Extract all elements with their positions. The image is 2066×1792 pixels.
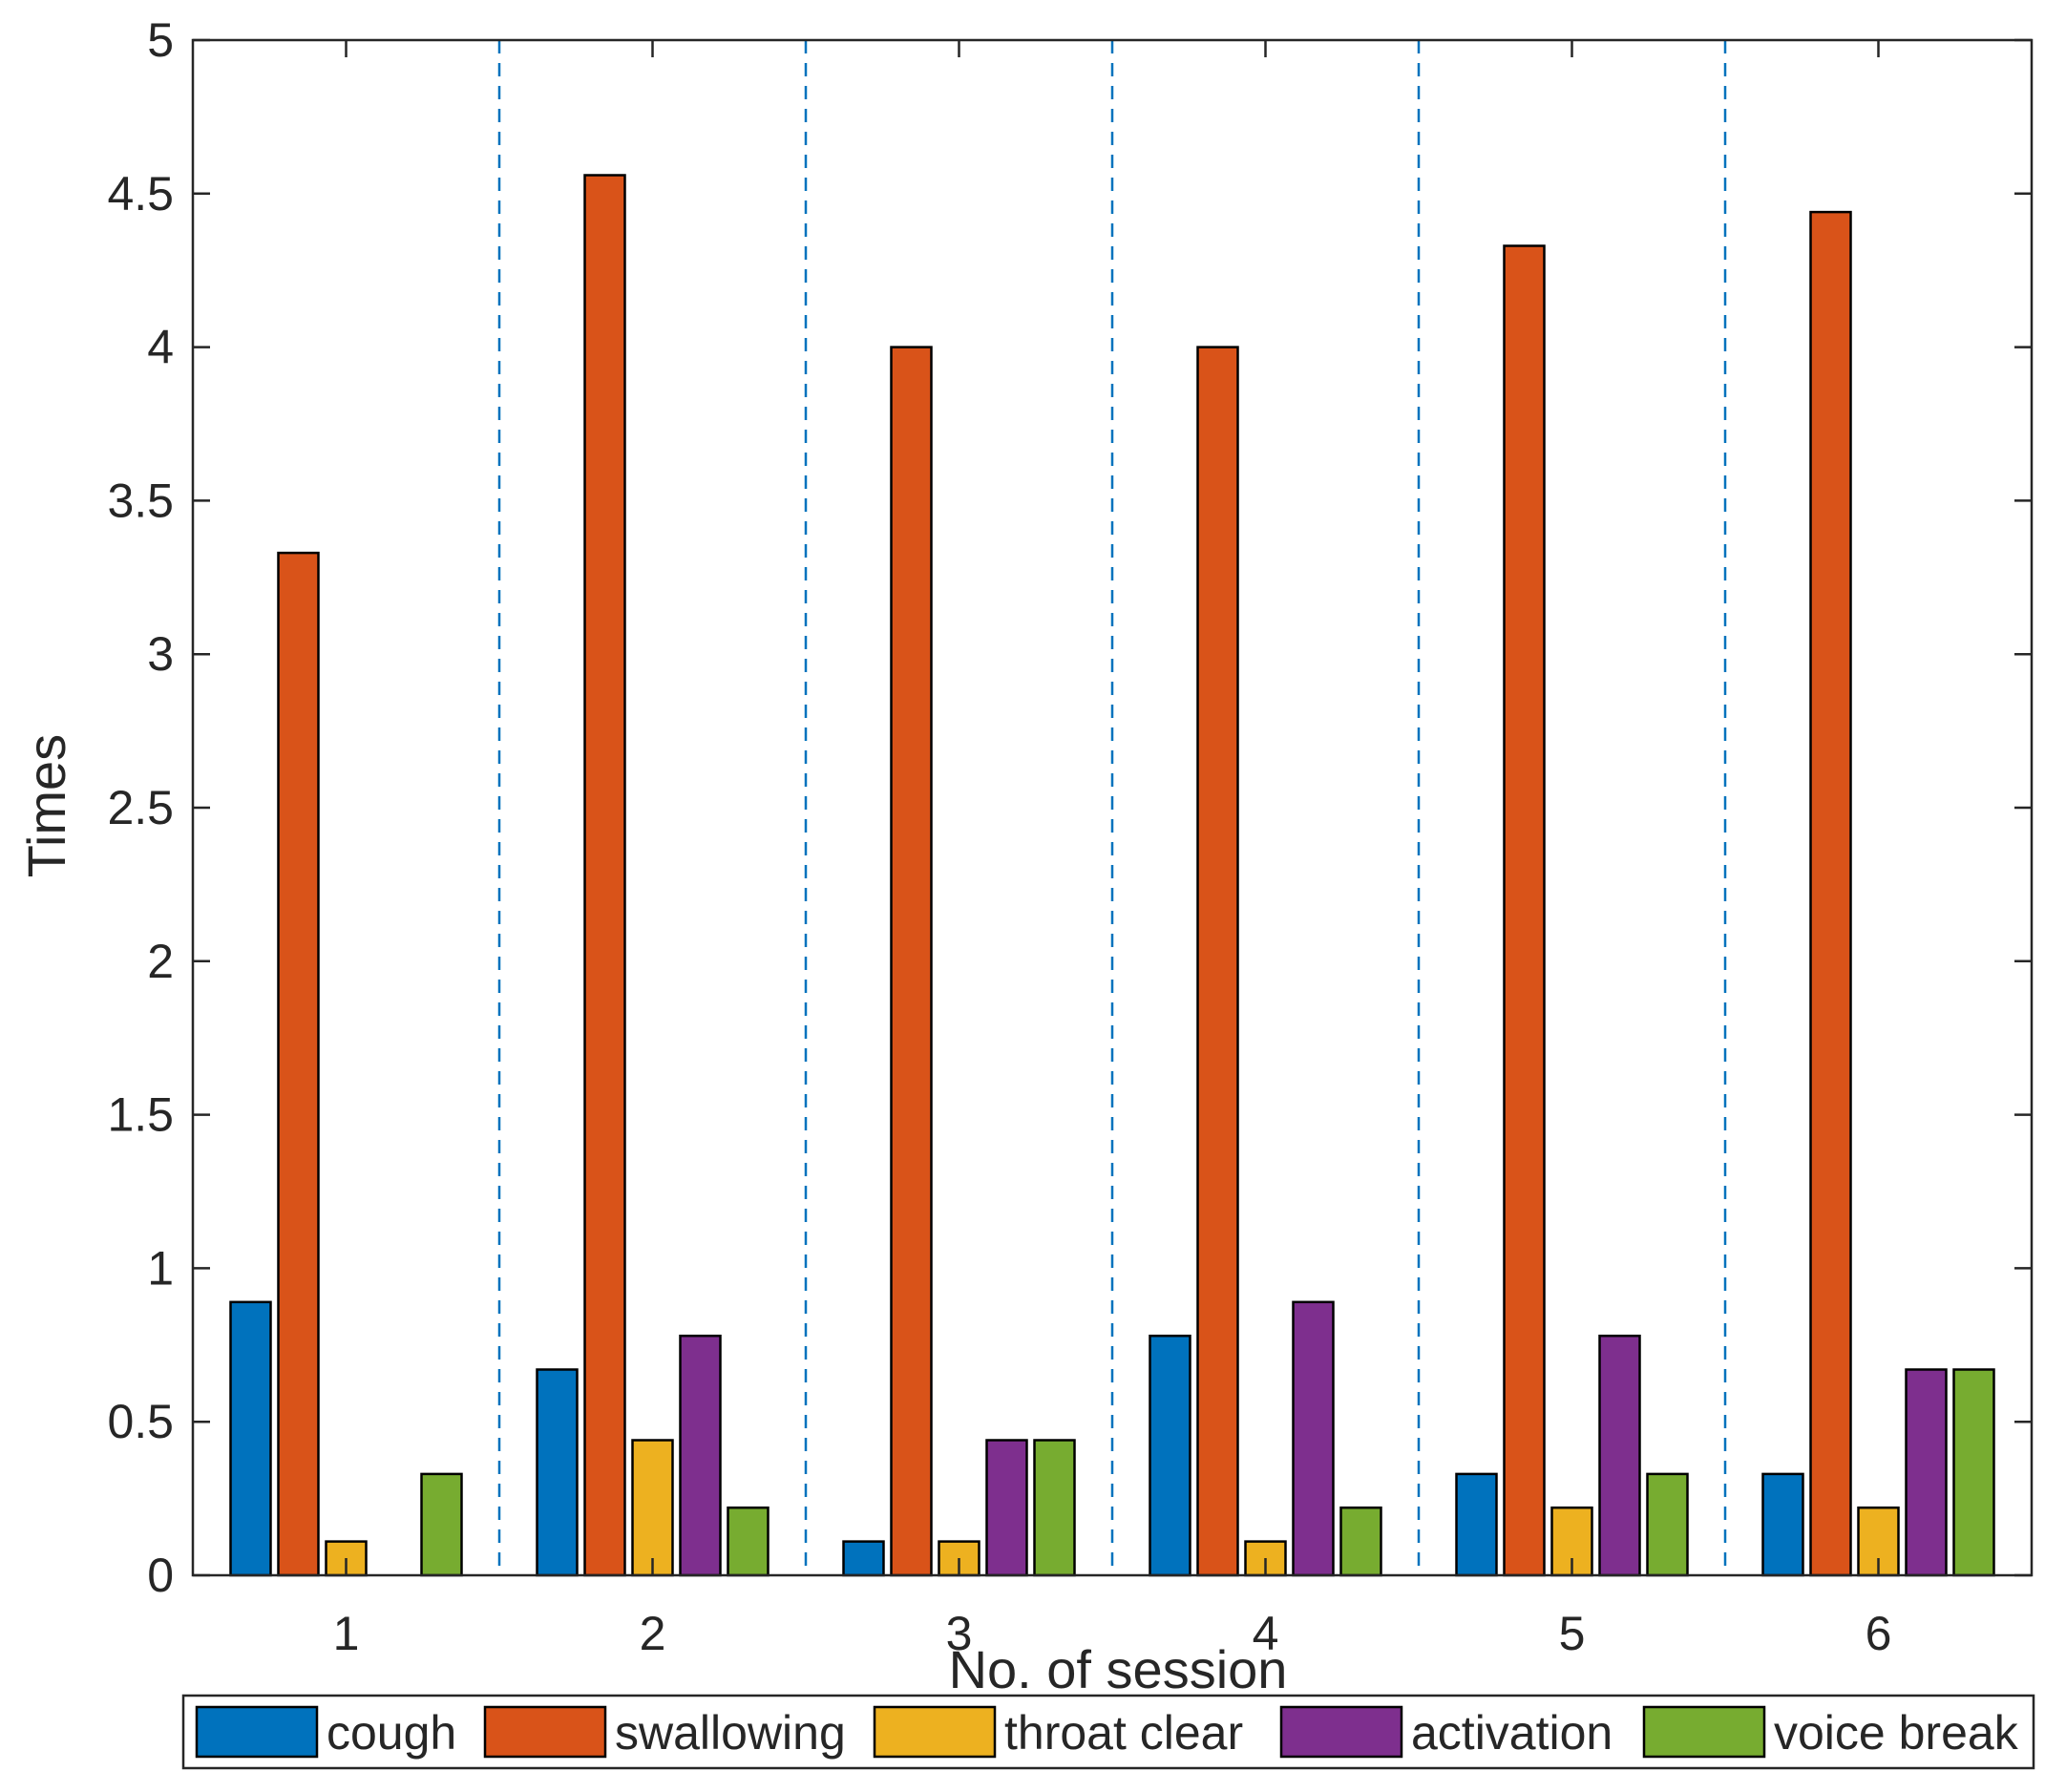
bar-cough-session-2 <box>536 1368 579 1577</box>
legend-swatch-cough <box>195 1705 319 1759</box>
y-tick-label: 1.5 <box>107 1088 174 1142</box>
bar-cough-session-4 <box>1149 1334 1191 1577</box>
y-axis-label: Times <box>16 734 76 877</box>
bar-voice-break-session-3 <box>1033 1439 1076 1577</box>
bar-cough-session-6 <box>1761 1472 1804 1577</box>
bar-voice-break-session-4 <box>1339 1506 1382 1577</box>
x-tick-label: 2 <box>640 1607 666 1660</box>
legend-label-activation: activation <box>1411 1706 1613 1760</box>
y-tick-label: 1 <box>147 1241 174 1295</box>
x-tick-label: 5 <box>1559 1607 1586 1660</box>
y-tick-label: 0 <box>147 1549 174 1602</box>
ticks-layer: 0 0.5 1 1.5 2 2.5 3 3.5 4 4.5 5 1 2 3 4 5 6 <box>107 13 2032 1660</box>
bar-voice-break-session-6 <box>1952 1368 1995 1577</box>
legend-label-throat-clear: throat clear <box>1004 1706 1243 1760</box>
legend-swatch-voice-break <box>1642 1705 1766 1759</box>
y-tick-label: 4.5 <box>107 167 174 221</box>
x-tick-label: 3 <box>946 1607 973 1660</box>
legend: cough swallowing throat clear activation voi… <box>181 1694 2035 1770</box>
bar-cough-session-3 <box>842 1540 885 1577</box>
bar-swallowing-session-4 <box>1196 346 1239 1577</box>
bar-activation-session-5 <box>1598 1334 1641 1577</box>
legend-swatch-throat-clear <box>873 1705 997 1759</box>
bar-swallowing-session-1 <box>277 551 320 1577</box>
bar-voice-break-session-2 <box>727 1506 769 1577</box>
bar-swallowing-session-5 <box>1503 244 1546 1577</box>
x-tick-label: 6 <box>1866 1607 1892 1660</box>
legend-label-cough: cough <box>327 1706 456 1760</box>
bar-swallowing-session-3 <box>890 346 933 1577</box>
y-tick-label: 3.5 <box>107 474 174 527</box>
y-tick-label: 0.5 <box>107 1395 174 1448</box>
bar-activation-session-3 <box>985 1439 1028 1577</box>
bar-throat-clear-session-2 <box>631 1439 674 1577</box>
legend-swatch-swallowing <box>483 1705 607 1759</box>
bar-activation-session-2 <box>679 1334 722 1577</box>
bar-activation-session-4 <box>1292 1300 1335 1577</box>
x-axis-label: No. of session <box>949 1639 1288 1699</box>
legend-label-swallowing: swallowing <box>615 1706 846 1760</box>
bar-voice-break-session-5 <box>1646 1472 1689 1577</box>
x-tick-label: 1 <box>333 1607 360 1660</box>
bar-voice-break-session-1 <box>420 1472 463 1577</box>
y-tick-label: 2 <box>147 935 174 988</box>
legend-label-voice-break: voice break <box>1774 1706 2019 1760</box>
session-separators <box>497 40 1727 1575</box>
bar-cough-session-1 <box>229 1300 272 1577</box>
bar-cough-session-5 <box>1455 1472 1498 1577</box>
legend-swatch-activation <box>1279 1705 1403 1759</box>
y-tick-label: 5 <box>147 13 174 67</box>
bar-swallowing-session-6 <box>1809 210 1852 1577</box>
x-tick-label: 4 <box>1253 1607 1279 1660</box>
y-tick-label: 2.5 <box>107 781 174 834</box>
bars-layer <box>229 174 1995 1577</box>
bar-swallowing-session-2 <box>583 174 626 1577</box>
bar-activation-session-6 <box>1905 1368 1948 1577</box>
y-tick-label: 4 <box>147 321 174 374</box>
y-tick-label: 3 <box>147 627 174 681</box>
